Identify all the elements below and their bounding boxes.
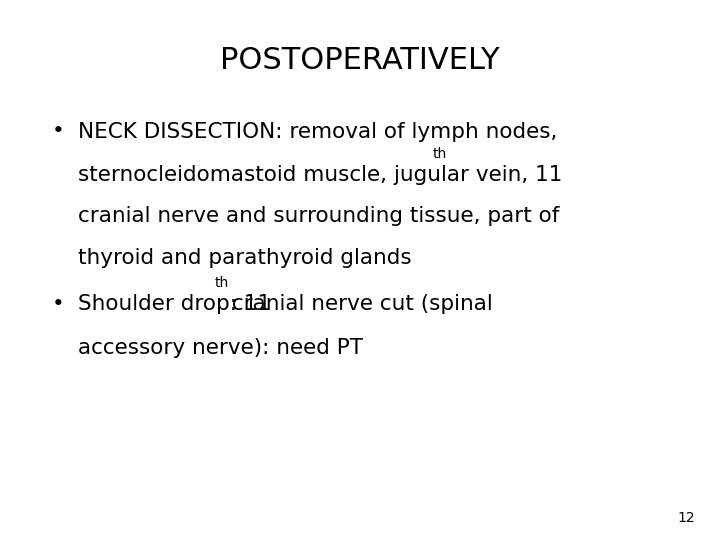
Text: accessory nerve): need PT: accessory nerve): need PT bbox=[78, 338, 363, 357]
Text: th: th bbox=[215, 276, 229, 291]
Text: cranial nerve cut (spinal: cranial nerve cut (spinal bbox=[225, 294, 493, 314]
Text: thyroid and parathyroid glands: thyroid and parathyroid glands bbox=[78, 248, 411, 268]
Text: •: • bbox=[52, 122, 65, 141]
Text: th: th bbox=[433, 147, 447, 161]
Text: POSTOPERATIVELY: POSTOPERATIVELY bbox=[220, 46, 500, 75]
Text: NECK DISSECTION: removal of lymph nodes,: NECK DISSECTION: removal of lymph nodes, bbox=[78, 122, 557, 141]
Text: •: • bbox=[52, 294, 65, 314]
Text: cranial nerve and surrounding tissue, part of: cranial nerve and surrounding tissue, pa… bbox=[78, 206, 559, 226]
Text: sternocleidomastoid muscle, jugular vein, 11: sternocleidomastoid muscle, jugular vein… bbox=[78, 165, 562, 185]
Text: 12: 12 bbox=[678, 511, 695, 525]
Text: Shoulder drop: 11: Shoulder drop: 11 bbox=[78, 294, 271, 314]
